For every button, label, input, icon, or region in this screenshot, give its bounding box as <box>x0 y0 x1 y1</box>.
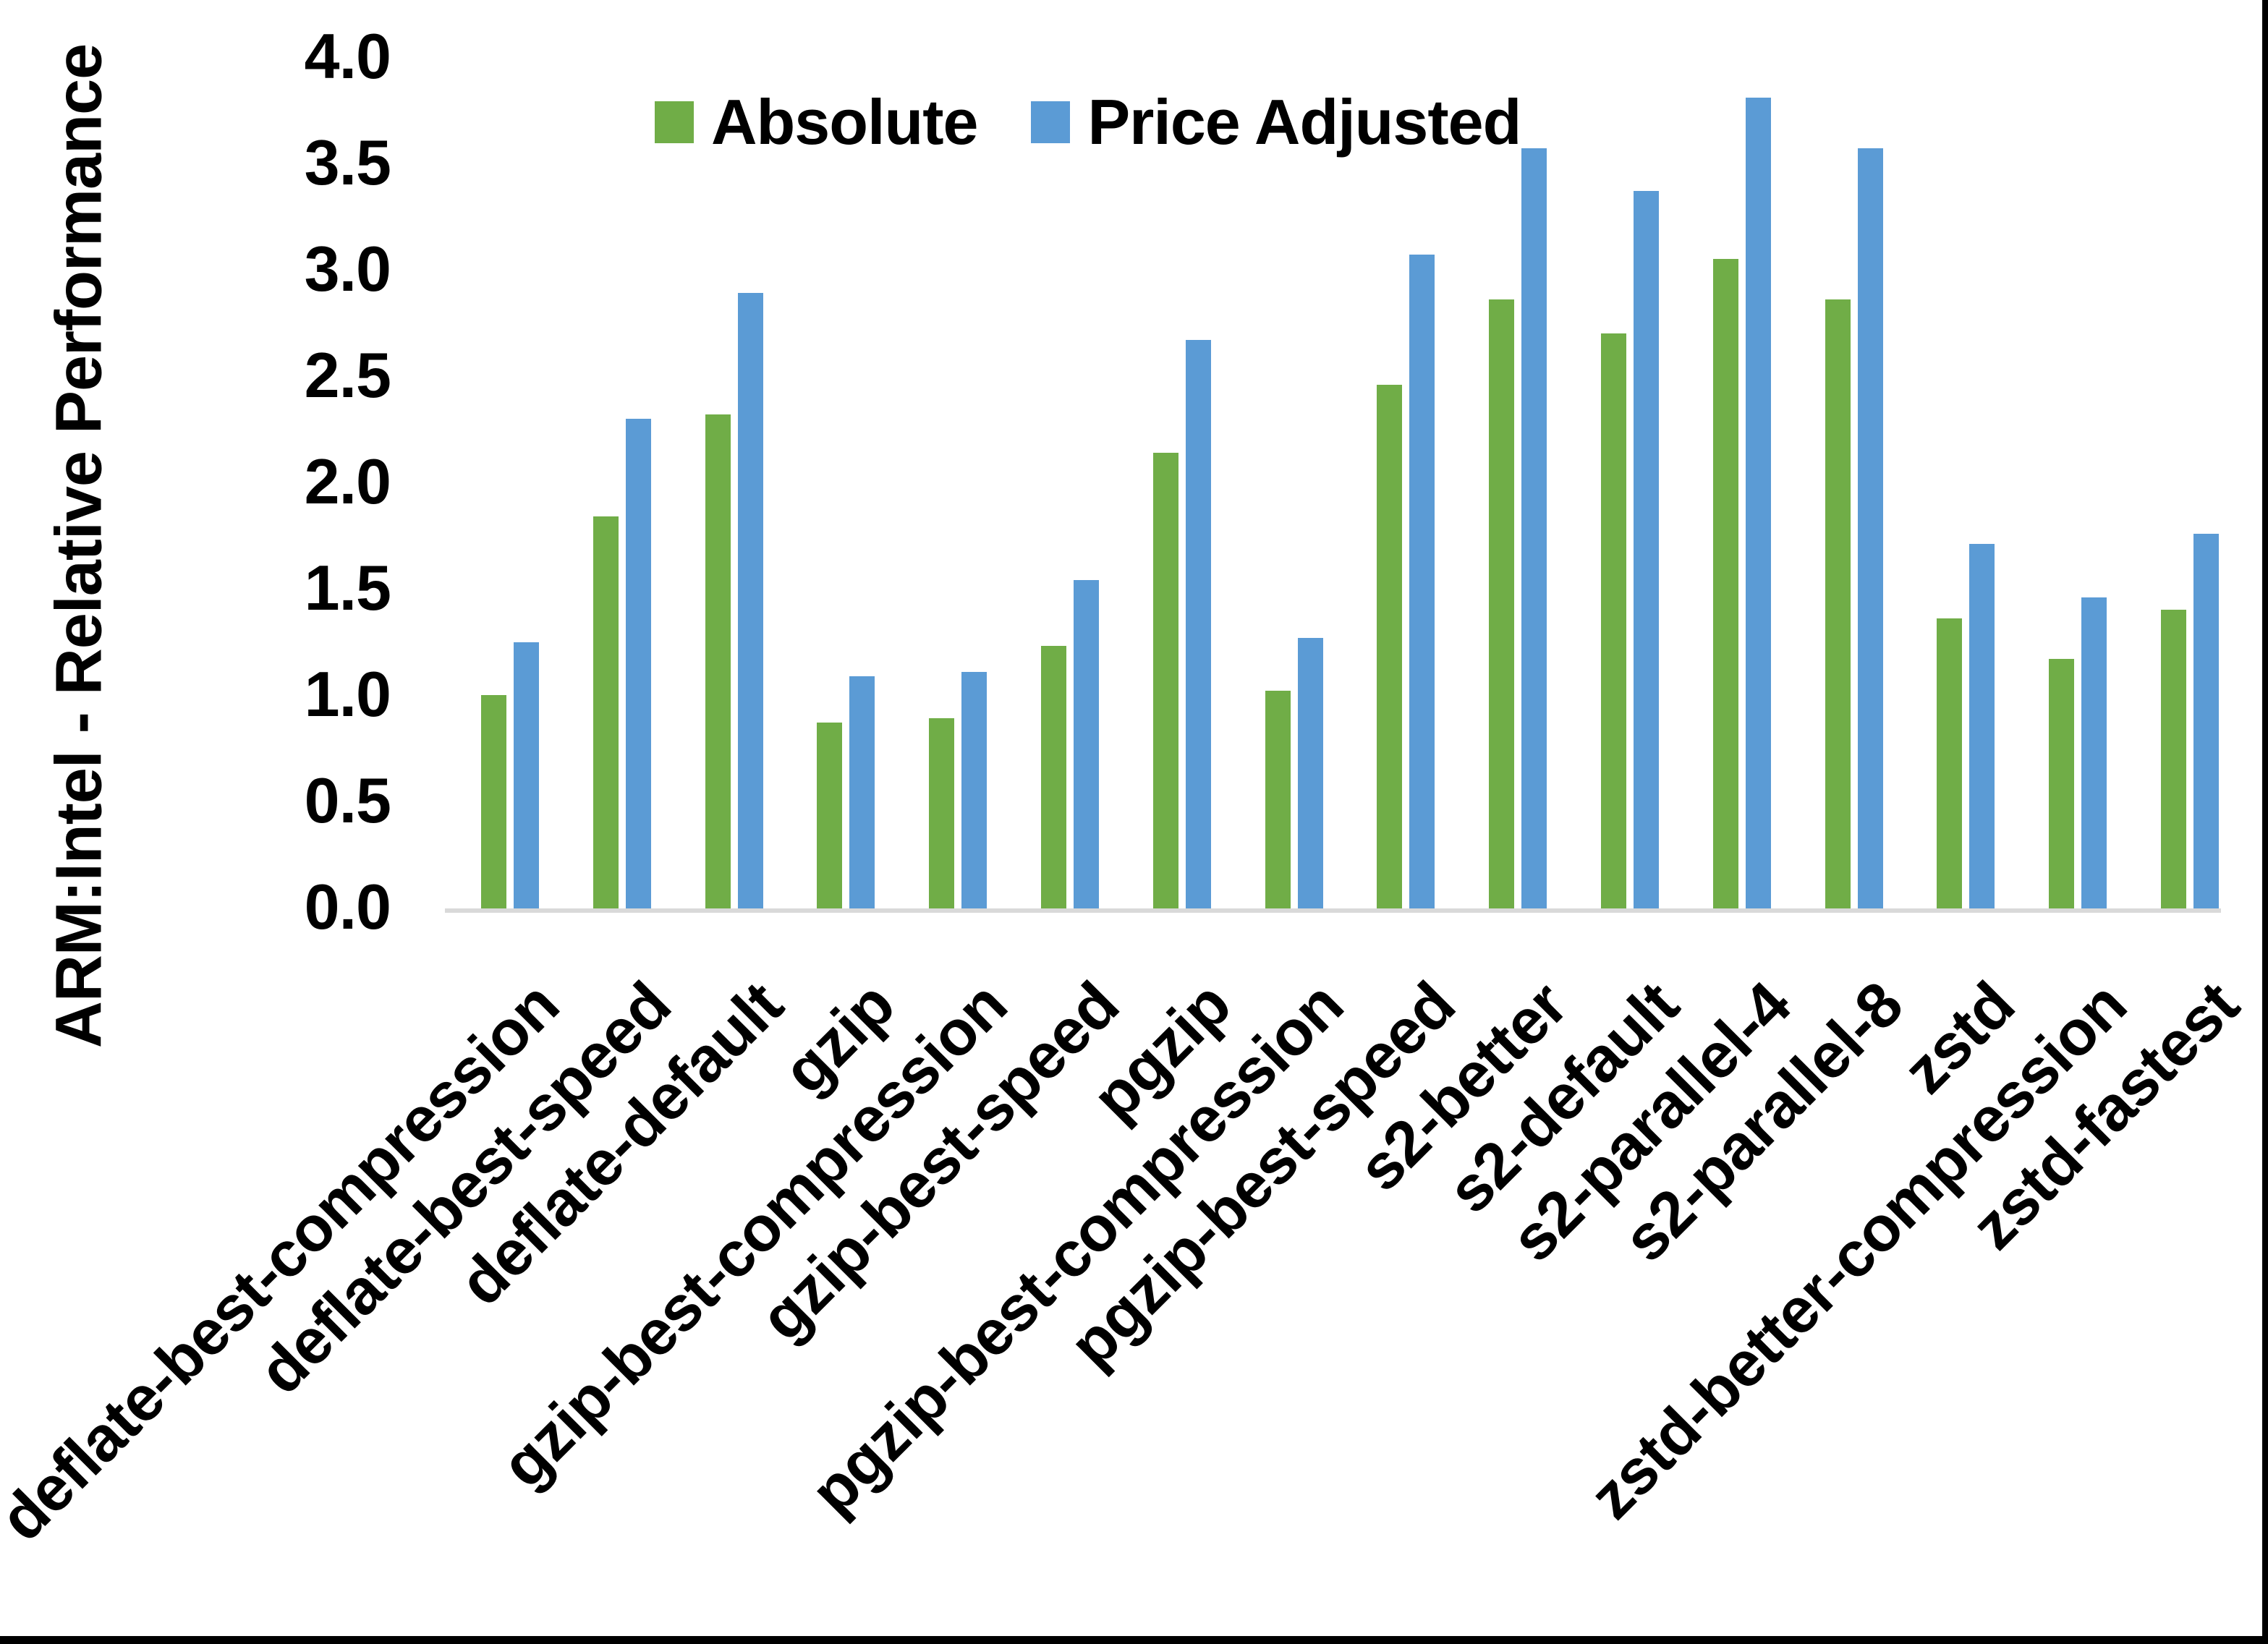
y-tick-label: 4.0 <box>304 20 391 92</box>
y-tick-label: 2.0 <box>304 445 391 517</box>
frame-border-right <box>2262 0 2268 1644</box>
legend-item-absolute: Absolute <box>655 85 978 159</box>
bar-absolute <box>593 516 619 910</box>
bar-price-adjusted <box>625 418 651 910</box>
bar-price-adjusted <box>737 293 763 910</box>
y-tick-label: 0.0 <box>304 870 391 942</box>
y-axis-title: ARM:Intel - Relative Performance <box>43 43 116 1049</box>
y-tick-label: 1.5 <box>304 551 391 623</box>
y-tick-label: 1.0 <box>304 657 391 730</box>
bar-price-adjusted <box>1185 340 1211 910</box>
bar-absolute <box>1265 691 1291 910</box>
legend-swatch-price-adjusted <box>1031 101 1071 143</box>
bar-absolute <box>1825 299 1851 910</box>
y-tick-label: 3.0 <box>304 232 391 304</box>
x-axis-line <box>445 908 2221 913</box>
legend-label-absolute: Absolute <box>711 86 978 158</box>
y-tick-label: 2.5 <box>304 338 391 411</box>
bar-price-adjusted <box>514 642 539 910</box>
legend-swatch-absolute <box>655 101 694 143</box>
bar-absolute <box>1489 299 1515 910</box>
bar-price-adjusted <box>2081 597 2107 910</box>
bar-absolute <box>2161 610 2186 910</box>
bar-absolute <box>1377 384 1403 910</box>
legend-item-price-adjusted: Price Adjusted <box>1031 85 1521 159</box>
bar-absolute <box>481 695 506 910</box>
bar-absolute <box>1041 646 1066 910</box>
bar-absolute <box>2049 659 2075 910</box>
y-tick-label: 0.5 <box>304 764 391 836</box>
bar-price-adjusted <box>961 671 988 910</box>
bar-absolute <box>929 718 955 910</box>
frame-border-bottom <box>0 1636 2268 1644</box>
y-tick-label: 3.5 <box>304 126 391 198</box>
bar-price-adjusted <box>1634 191 1659 910</box>
bar-absolute <box>817 723 843 910</box>
bar-absolute <box>1601 333 1626 910</box>
legend-label-price-adjusted: Price Adjusted <box>1087 86 1521 158</box>
bar-price-adjusted <box>2193 533 2219 910</box>
bar-price-adjusted <box>1745 97 1771 910</box>
bar-absolute <box>1152 452 1178 910</box>
bar-price-adjusted <box>1074 580 1099 910</box>
bar-price-adjusted <box>1521 148 1547 910</box>
bar-absolute <box>705 414 731 910</box>
bar-absolute <box>1712 259 1738 910</box>
bar-price-adjusted <box>1409 255 1435 910</box>
legend: Absolute Price Adjusted <box>655 85 1521 159</box>
bar-price-adjusted <box>1857 148 1883 910</box>
bar-price-adjusted <box>1969 544 1995 910</box>
bar-price-adjusted <box>849 676 875 910</box>
bar-price-adjusted <box>1297 637 1323 910</box>
bar-absolute <box>1937 618 1963 910</box>
